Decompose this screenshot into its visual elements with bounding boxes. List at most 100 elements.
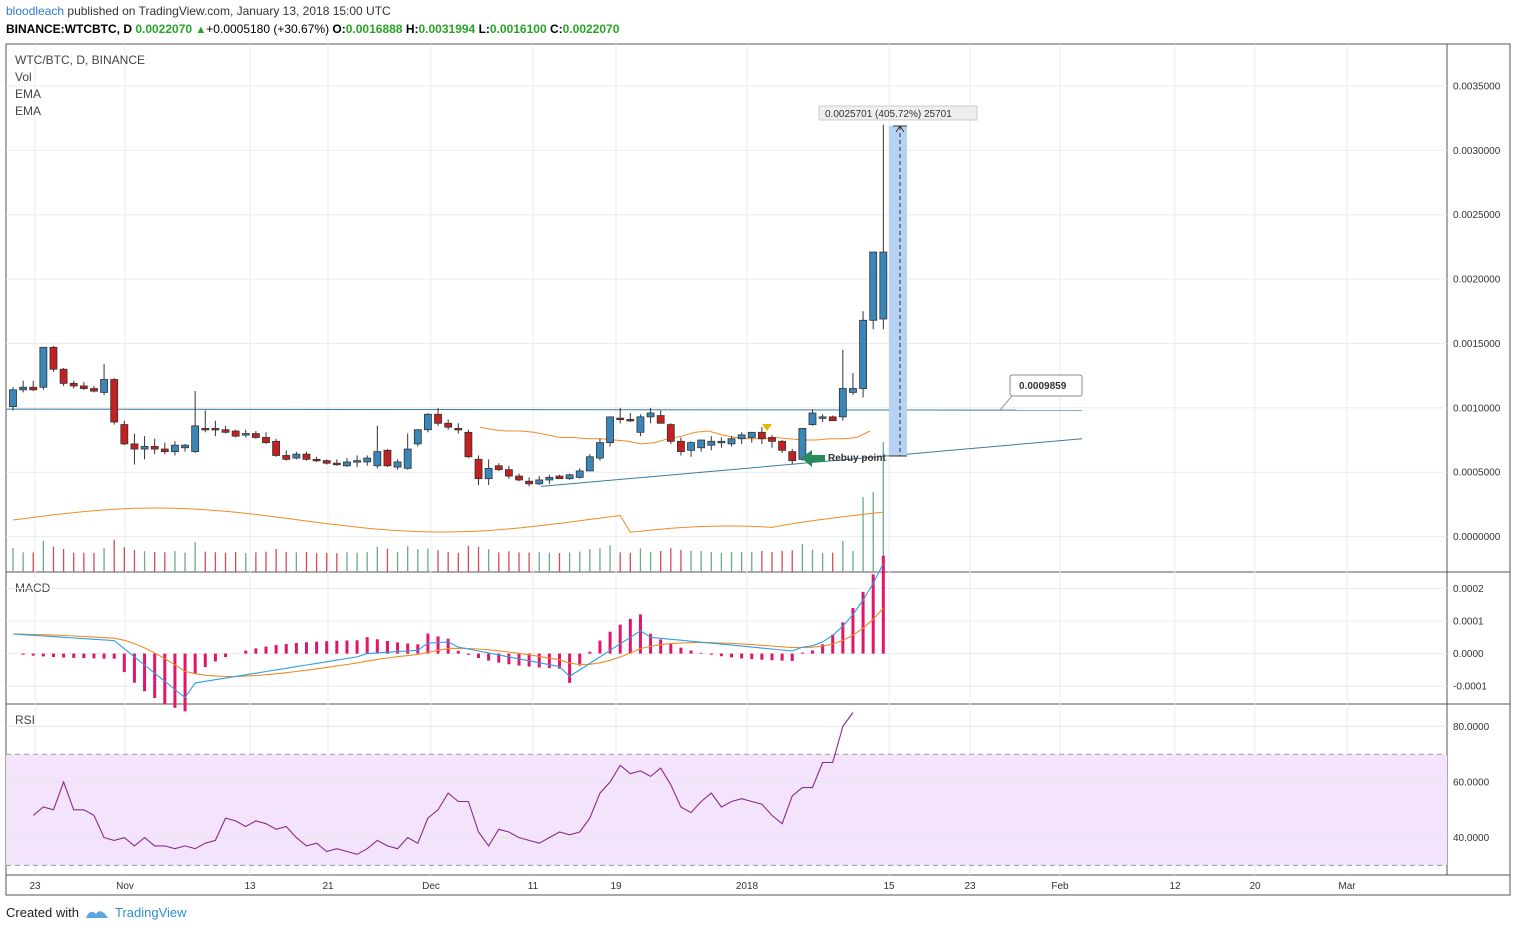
y-tick-label: 0.0001	[1453, 617, 1484, 628]
candle	[636, 416, 645, 433]
up-arrow-icon: ▲	[195, 24, 207, 36]
time-axis	[5, 874, 1511, 896]
arrow-up-icon	[895, 125, 905, 133]
candle	[859, 319, 867, 389]
legend-item: EMA	[15, 104, 41, 118]
x-tick-label: 2018	[736, 881, 759, 892]
rsi-line	[32, 712, 854, 855]
legend-item: EMA	[15, 87, 41, 101]
candle	[332, 462, 341, 466]
candle	[646, 412, 655, 418]
candle	[272, 440, 281, 456]
candle	[302, 453, 311, 460]
low-value: 0.0016100	[489, 22, 547, 36]
left-arrow-icon	[801, 450, 825, 467]
candle	[373, 451, 382, 467]
candle	[727, 438, 736, 445]
x-tick-label: 23	[29, 881, 41, 892]
range-box	[889, 126, 907, 456]
y-tick-label: 60.0000	[1453, 778, 1490, 789]
high-value: 0.0031994	[418, 22, 476, 36]
macd-signal-line	[12, 607, 884, 678]
candle	[828, 416, 837, 422]
candle	[808, 412, 817, 425]
candle	[343, 461, 351, 467]
candle	[616, 417, 625, 421]
candle	[79, 385, 88, 389]
candle	[565, 474, 574, 480]
candle	[879, 251, 888, 320]
y-tick-label: 40.0000	[1453, 833, 1490, 844]
candle	[818, 416, 827, 419]
candle	[90, 388, 98, 392]
tradingview-link[interactable]: TradingView	[114, 905, 187, 920]
candle	[434, 413, 442, 424]
candle	[484, 467, 493, 480]
x-tick-label: Feb	[1051, 881, 1069, 892]
candle	[231, 430, 240, 437]
candle	[251, 433, 260, 438]
candle	[424, 413, 432, 431]
y-tick-label: 0.0000000	[1453, 532, 1501, 543]
rsi-pane-title: RSI	[15, 713, 35, 727]
candle	[737, 434, 746, 440]
x-tick-label: Nov	[116, 881, 134, 892]
candle	[69, 382, 78, 387]
candle	[596, 442, 604, 459]
candle	[798, 428, 807, 460]
candle	[707, 440, 716, 446]
candle	[788, 451, 797, 462]
candle	[201, 428, 210, 431]
resistance-line	[5, 408, 1083, 411]
author-link[interactable]: bloodleach	[6, 4, 65, 18]
open-label: O:	[332, 22, 346, 36]
y-tick-label: -0.0001	[1453, 682, 1487, 693]
candle	[849, 388, 857, 393]
x-tick-label: Mar	[1338, 881, 1356, 892]
y-tick-label: 0.0010000	[1453, 403, 1501, 414]
candle	[282, 455, 291, 460]
candle	[545, 476, 554, 481]
level-label: 0.0009859	[1019, 381, 1067, 392]
chart-title: WTC/BTC, D, BINANCE	[15, 53, 145, 67]
x-tick-label: Dec	[422, 881, 440, 892]
chart-frame	[5, 43, 1511, 876]
symbol-info: BINANCE:WTCBTC, D 0.0022070 ▲+0.0005180 …	[6, 22, 619, 36]
candle	[110, 379, 119, 423]
y-tick-label: 0.0002	[1453, 584, 1484, 595]
y-tick-label: 0.0000	[1453, 649, 1484, 660]
symbol-label: BINANCE:WTCBTC, D	[6, 22, 132, 36]
candle	[383, 449, 392, 467]
candle	[768, 437, 776, 442]
y-tick-label: 0.0025000	[1453, 210, 1501, 221]
legend-item: Vol	[15, 70, 32, 84]
candle	[525, 480, 534, 485]
candle	[656, 415, 665, 424]
x-tick-label: 15	[883, 881, 895, 892]
price-ema-line	[479, 426, 871, 445]
candle	[140, 446, 149, 450]
close-label: C:	[549, 22, 563, 36]
x-tick-label: 21	[322, 881, 334, 892]
candle	[585, 456, 594, 472]
x-tick-label: 11	[528, 881, 539, 892]
candle	[535, 479, 544, 485]
candle	[312, 458, 321, 462]
candle	[322, 460, 331, 464]
publish-info: bloodleach published on TradingView.com,…	[6, 4, 391, 18]
candle	[363, 457, 372, 463]
range-label: 0.0025701 (405.72%) 25701	[825, 109, 952, 120]
open-value: 0.0016888	[345, 22, 403, 36]
price-change: +0.0005180 (+30.67%)	[206, 22, 330, 36]
candle	[39, 346, 48, 388]
candle	[49, 346, 58, 370]
x-tick-label: 20	[1249, 881, 1261, 892]
x-tick-label: 23	[964, 881, 976, 892]
candle	[130, 443, 139, 450]
candle	[869, 251, 878, 321]
y-tick-label: 0.0015000	[1453, 339, 1501, 350]
candle	[403, 448, 412, 469]
candle	[778, 440, 787, 451]
candle	[191, 425, 200, 453]
